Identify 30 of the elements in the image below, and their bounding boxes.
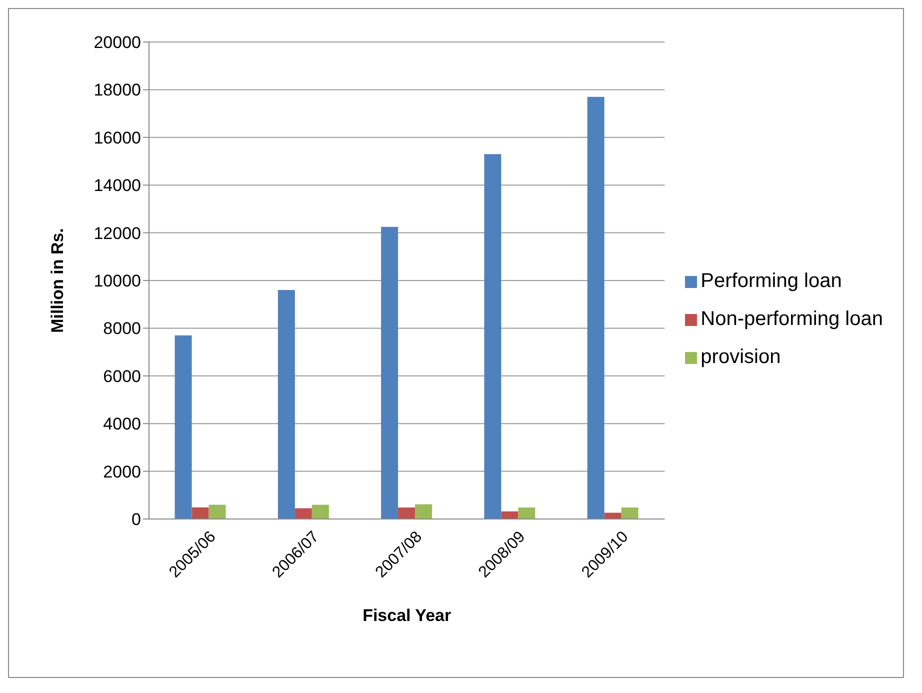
bar [192,507,209,519]
x-axis-title: Fiscal Year [362,606,452,625]
y-tick-label: 2000 [103,462,141,482]
bar [518,508,536,519]
bar [587,96,604,519]
bar [415,504,432,519]
y-tick-label: 12000 [94,224,141,243]
y-tick-label: 18000 [94,80,141,100]
y-tick-label: 8000 [103,319,141,338]
legend-label: Non-performing loan [700,308,883,330]
bar [278,290,295,519]
bar [312,504,329,519]
y-tick-label: 20000 [94,33,141,52]
bar [381,226,398,519]
bar [174,335,192,519]
y-tick-label: 10000 [94,272,141,291]
legend-label: provision [700,346,781,368]
bar [398,508,416,519]
legend-label: Performing loan [700,270,842,292]
y-tick-label: 14000 [94,176,141,196]
bar [484,154,502,519]
y-tick-label: 4000 [103,414,141,434]
bar [621,508,638,519]
bar [501,511,518,519]
y-tick-label: 16000 [94,128,141,148]
y-tick-label: 6000 [103,366,141,386]
y-tick-label: 0 [132,510,141,530]
y-axis-title: Million in Rs. [48,228,68,333]
bar [208,504,226,519]
bar [294,508,312,519]
